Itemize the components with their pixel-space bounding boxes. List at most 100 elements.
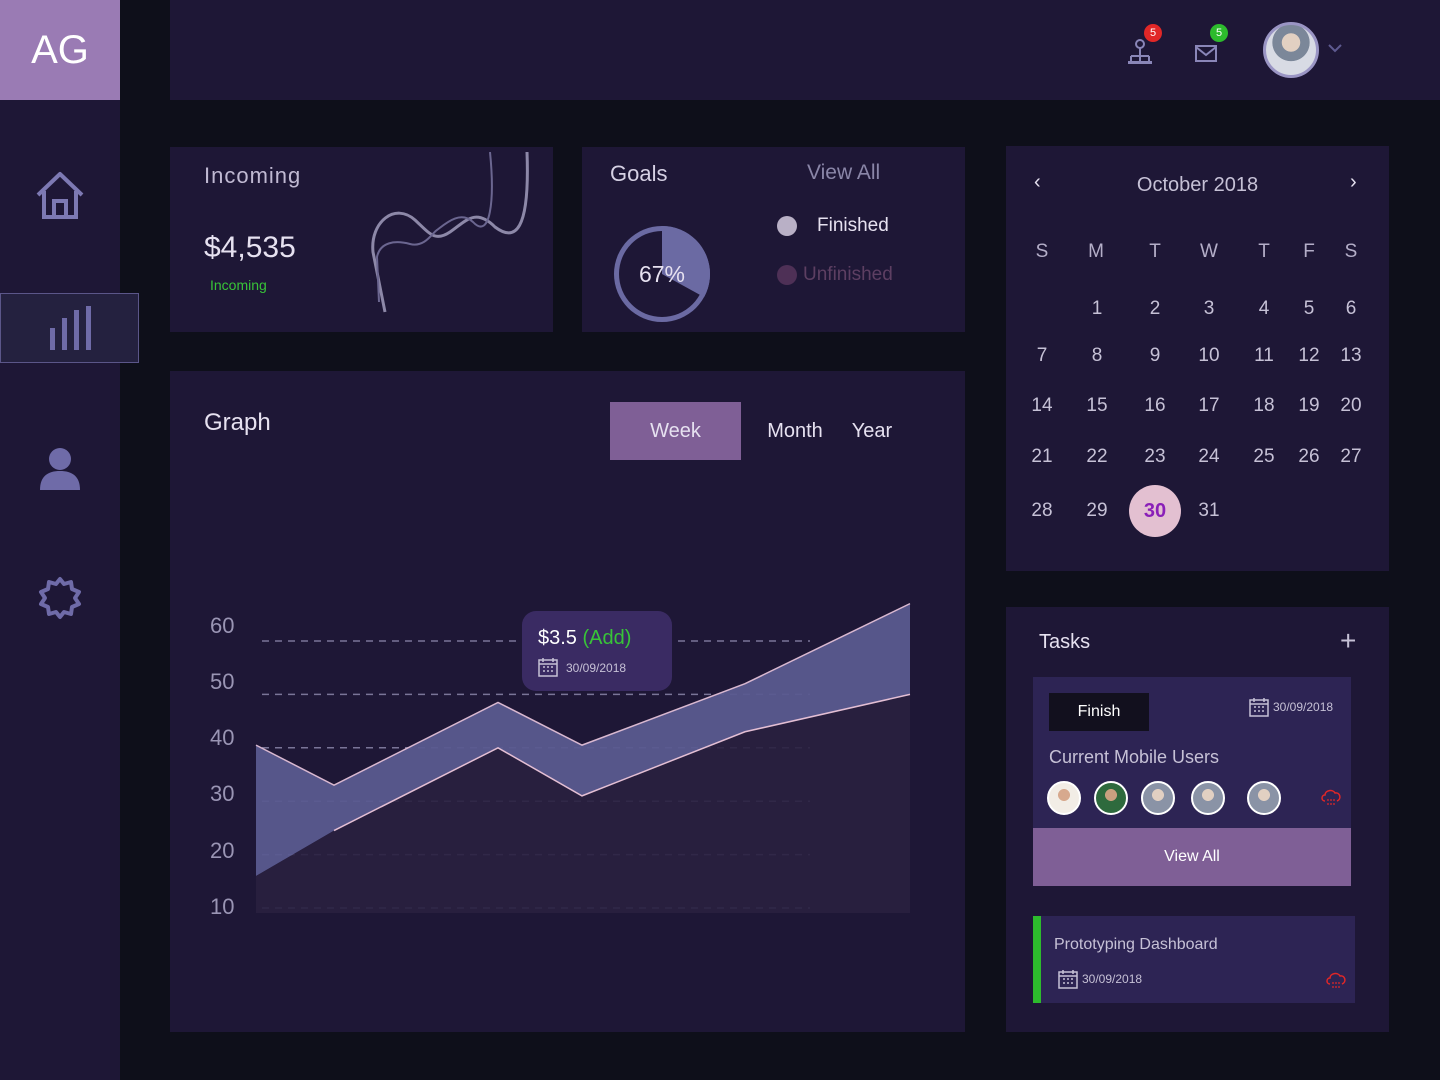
logo: AG [0, 0, 120, 100]
y-tick-label: 10 [210, 894, 235, 919]
calendar-day[interactable]: 4 [1258, 298, 1270, 319]
calendar-day[interactable]: 24 [1198, 446, 1220, 467]
unfinished-dot [777, 265, 797, 285]
calendar-day[interactable]: 29 [1086, 500, 1108, 521]
calendar-month-title: October 2018 [1136, 174, 1259, 196]
tooltip-value-row: $3.5 (Add) [538, 627, 631, 650]
calendar-day[interactable]: 15 [1086, 395, 1108, 416]
tooltip-value: $3.5 [538, 627, 577, 649]
sidebar-item-analytics[interactable] [0, 293, 139, 363]
calendar-day[interactable]: 18 [1253, 395, 1275, 416]
calendar-day[interactable]: 1 [1091, 298, 1103, 319]
calendar-day[interactable]: 12 [1298, 345, 1320, 366]
tooltip-add-link[interactable]: (Add) [582, 627, 632, 649]
calendar-day[interactable]: 17 [1198, 395, 1220, 416]
user-icon [40, 448, 80, 490]
graph-title: Graph [204, 409, 271, 436]
calendar-day[interactable]: 2 [1149, 298, 1161, 319]
mail-icon [1195, 45, 1217, 62]
calendar-day[interactable]: 7 [1036, 345, 1048, 366]
calendar-day[interactable]: 11 [1254, 345, 1274, 366]
cloud-download-icon[interactable] [1319, 787, 1343, 807]
legend-finished: Finished [777, 215, 889, 237]
calendar-weekday: F [1303, 241, 1315, 262]
task-item[interactable]: Prototyping Dashboard 30/09/2018 [1033, 916, 1355, 1003]
sidebar: AG [0, 0, 139, 1080]
calendar-day[interactable]: 5 [1303, 298, 1315, 319]
calendar-day[interactable]: 22 [1086, 446, 1108, 467]
chevron-down-icon[interactable] [1327, 42, 1343, 54]
incoming-sparkline [371, 152, 529, 313]
user-avatar[interactable] [1263, 22, 1319, 78]
avatar[interactable] [1047, 781, 1081, 815]
y-tick-label: 40 [210, 725, 235, 750]
task-view-all-button[interactable]: View All [1033, 828, 1351, 886]
task-name: Current Mobile Users [1049, 747, 1220, 767]
avatar[interactable] [1191, 781, 1225, 815]
avatar[interactable] [1141, 781, 1175, 815]
y-tick-label: 50 [210, 669, 235, 694]
calendar-day[interactable]: 19 [1298, 395, 1320, 416]
add-task-button[interactable]: + [1340, 625, 1357, 656]
task-date: 30/09/2018 [1249, 697, 1333, 717]
calendar-icon [1249, 698, 1269, 717]
incoming-sublabel: Incoming [210, 277, 267, 293]
range-month-button[interactable]: Month [767, 419, 823, 442]
calendar-icon [538, 658, 558, 677]
chart-tooltip: $3.5 (Add) 30/09/2018 [522, 611, 672, 691]
sidebar-item-profile[interactable] [0, 433, 120, 503]
sidebar-item-home[interactable] [0, 160, 120, 230]
calendar-day[interactable]: 20 [1340, 395, 1362, 416]
calendar-day[interactable]: 3 [1203, 298, 1215, 319]
y-tick-label: 60 [210, 613, 235, 638]
network-icon [1128, 39, 1152, 64]
calendar-day[interactable]: 27 [1340, 446, 1362, 467]
finish-button[interactable]: Finish [1049, 693, 1149, 731]
calendar-day[interactable]: 16 [1144, 395, 1166, 416]
series-line-lower [333, 693, 911, 832]
calendar-day[interactable]: 13 [1340, 345, 1362, 366]
calendar-day[interactable]: 26 [1298, 446, 1320, 467]
calendar-day[interactable]: 23 [1144, 446, 1166, 467]
tasks-title: Tasks [1039, 631, 1091, 653]
goals-view-all-link[interactable]: View All [807, 161, 881, 184]
calendar-day[interactable]: 31 [1198, 500, 1220, 521]
messages-button[interactable]: 5 [1186, 24, 1228, 72]
calendar-day[interactable]: 21 [1031, 446, 1053, 467]
calendar-day[interactable]: 10 [1198, 345, 1220, 366]
goals-percent-label: 67% [638, 260, 686, 287]
chevron-left-icon[interactable]: ‹ [1034, 171, 1041, 193]
tasks-card: Tasks + Finish 30/09/2018 Current Mobile… [1006, 607, 1389, 1032]
sidebar-item-settings[interactable] [0, 563, 120, 633]
header: 5 5 [170, 0, 1440, 100]
range-year-button[interactable]: Year [851, 419, 893, 442]
calendar-day[interactable]: 9 [1149, 345, 1161, 366]
notifications-button[interactable]: 5 [1120, 24, 1162, 72]
incoming-value: $4,535 [204, 231, 296, 264]
graph-card: Graph Week Month Year 60 50 40 30 20 10 … [170, 371, 965, 1032]
calendar-weekday: T [1149, 241, 1161, 262]
chevron-right-icon[interactable]: › [1350, 171, 1357, 193]
calendar-day[interactable]: 8 [1091, 345, 1103, 366]
task-date-text: 30/09/2018 [1273, 700, 1334, 714]
task-item: Finish 30/09/2018 Current Mobile Users V… [1033, 677, 1351, 886]
calendar-day[interactable]: 28 [1031, 500, 1053, 521]
avatar[interactable] [1094, 781, 1128, 815]
y-tick-label: 20 [210, 838, 235, 863]
calendar-day[interactable]: 14 [1031, 395, 1053, 416]
legend-finished-label: Finished [817, 215, 889, 236]
range-week-button[interactable]: Week [610, 402, 741, 460]
calendar-day[interactable]: 6 [1345, 298, 1357, 319]
notifications-badge: 5 [1144, 24, 1162, 42]
legend-unfinished-label: Unfinished [803, 264, 893, 285]
cloud-download-icon[interactable] [1324, 970, 1348, 990]
incoming-title: Incoming [204, 163, 302, 188]
avatar[interactable] [1247, 781, 1281, 815]
calendar-day[interactable]: 25 [1253, 446, 1275, 467]
tooltip-date: 30/09/2018 [566, 661, 627, 675]
calendar-weekday: S [1035, 241, 1049, 262]
home-icon [36, 172, 84, 219]
calendar-day-today[interactable]: 30 [1129, 485, 1181, 537]
incoming-card: Incoming $4,535 Incoming [170, 147, 553, 332]
calendar-weekday: T [1258, 241, 1270, 262]
